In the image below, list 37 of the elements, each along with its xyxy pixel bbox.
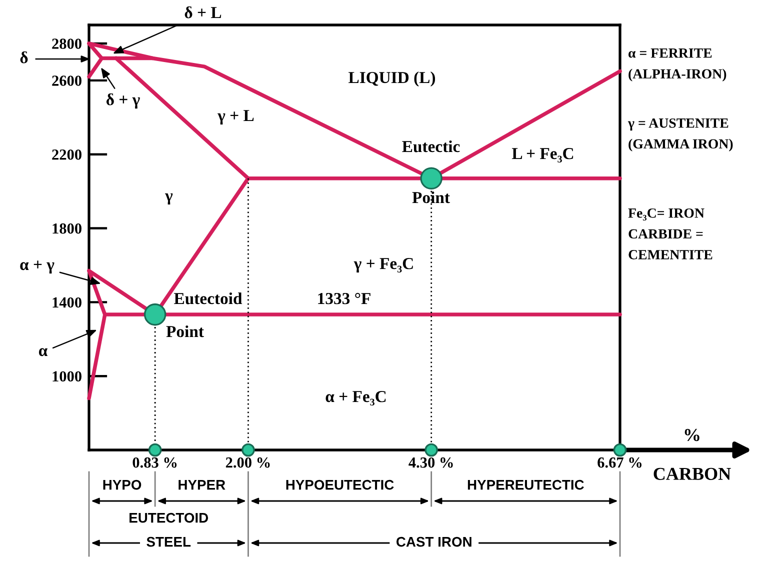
y-tick-label: 2800 <box>52 38 82 49</box>
annotation: LIQUID (L) <box>348 71 436 87</box>
y-tick-label: 1800 <box>52 223 82 234</box>
annotation: α + γ <box>20 260 54 274</box>
x-tick-label: 2.00 % <box>226 457 270 468</box>
text: HYPOEUTECTIC <box>286 480 394 490</box>
text: γ = AUSTENITE (GAMMA IRON) <box>628 118 733 152</box>
y-tick-label: 2600 <box>52 76 82 86</box>
text: HYPEREUTECTIC <box>468 480 584 490</box>
text: δ <box>20 51 28 64</box>
x-tick-label: 6.67 % <box>598 457 642 468</box>
annotation: α <box>38 348 48 356</box>
annotation: α + Fe₃C <box>326 390 386 406</box>
text: HYPO <box>103 480 142 490</box>
annotation: γ + L <box>218 110 254 125</box>
text: STEEL <box>146 536 191 547</box>
y-tick-label: 1000 <box>52 371 82 382</box>
text: % CARBON <box>654 428 731 480</box>
x-tick-label: 4.30 % <box>408 457 453 468</box>
text: Fe₃C= IRON CARBIDE = CEMENTITE <box>628 208 712 260</box>
annotation: Point <box>412 191 450 204</box>
annotation: γ + Fe₃C <box>354 258 413 273</box>
text: CAST IRON <box>396 536 472 547</box>
annotation: δ + L <box>184 6 222 18</box>
text: EUTECTOID <box>130 512 208 523</box>
annotation: Point <box>166 325 204 338</box>
x-tick-label: 0.83 % <box>132 457 177 468</box>
annotation: L + Fe₃C <box>512 148 574 162</box>
annotation: 1333 °F <box>318 292 370 304</box>
y-tick-label: 1400 <box>52 297 82 308</box>
annotation: γ <box>165 193 173 205</box>
annotation: δ + γ <box>106 93 140 109</box>
y-tick-label: 2200 <box>52 149 82 160</box>
annotation: Eutectoid <box>174 292 242 304</box>
text: HYPER <box>178 480 226 490</box>
annotation: Eutectic <box>402 140 460 152</box>
text: α = FERRITE (ALPHA-IRON) <box>628 48 726 82</box>
